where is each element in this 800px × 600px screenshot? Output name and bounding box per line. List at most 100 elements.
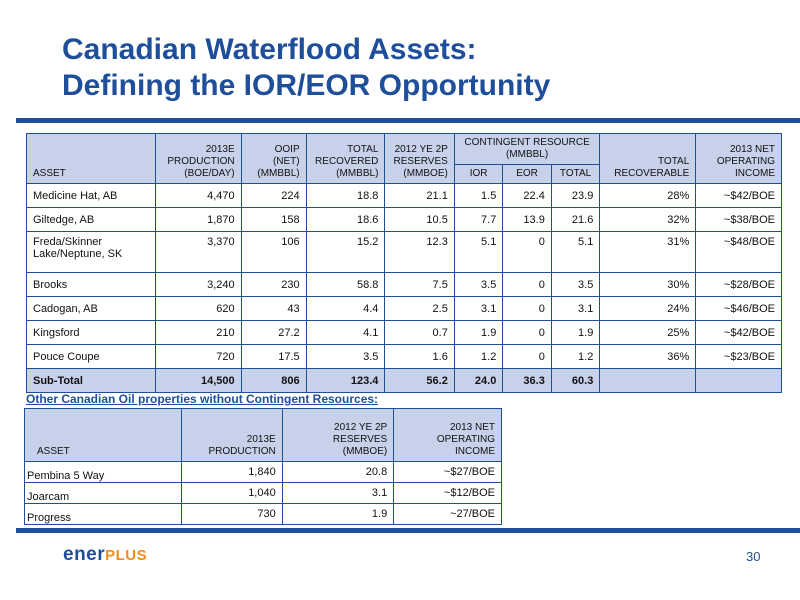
cell-reserves: 3.1 xyxy=(281,482,395,504)
col-header-asset: ASSET xyxy=(26,133,156,184)
cell-asset: Kingsford xyxy=(26,320,156,345)
other-properties-heading: Other Canadian Oil properties without Co… xyxy=(26,392,379,406)
page-number: 30 xyxy=(746,549,761,564)
cell-reserves: 20.8 xyxy=(281,461,395,483)
logo-text-ener: ener xyxy=(63,544,106,565)
col-header-ior: IOR xyxy=(453,164,504,184)
table-row: Pembina 5 Way 1,840 20.8 ~$27/BOE xyxy=(23,461,502,483)
cell-recovered: 15.2 xyxy=(305,231,386,273)
cell-recovered: 3.5 xyxy=(305,344,386,369)
cell-production: 720 xyxy=(154,344,242,369)
table-row: Medicine Hat, AB 4,470 224 18.8 21.1 1.5… xyxy=(26,183,782,208)
cell-recovered: 18.6 xyxy=(305,207,386,232)
cell-asset: Cadogan, AB xyxy=(26,296,156,321)
cell-asset: Progress xyxy=(23,503,183,525)
cell-eor: 0 xyxy=(502,320,552,345)
other-properties-table: ASSET 2013E PRODUCTION 2012 YE 2P RESERV… xyxy=(23,408,502,525)
cell-income: ~$28/BOE xyxy=(695,272,782,297)
cell-reserves: 2.5 xyxy=(384,296,455,321)
table-row: Pouce Coupe 720 17.5 3.5 1.6 1.2 0 1.2 3… xyxy=(26,344,782,369)
cell-eor: 22.4 xyxy=(502,183,552,208)
cell-ooip: 230 xyxy=(240,272,307,297)
col-header-eor: EOR xyxy=(502,164,552,184)
logo-text-plus: PLUS xyxy=(105,547,148,564)
table-row: Freda/Skinner Lake/Neptune, SK 3,370 106… xyxy=(26,231,782,273)
cell-recovered: 58.8 xyxy=(305,272,386,297)
cell-asset: Giltedge, AB xyxy=(26,207,156,232)
subtotal-row: Sub-Total 14,500 806 123.4 56.2 24.0 36.… xyxy=(26,368,782,393)
cell-ooip: 27.2 xyxy=(240,320,307,345)
cell-production: 14,500 xyxy=(154,368,242,393)
col-header-reserves: 2012 YE 2P RESERVES (MMBOE) xyxy=(384,133,455,184)
cell-income: ~$48/BOE xyxy=(695,231,782,273)
cell-recovered: 4.4 xyxy=(305,296,386,321)
col-header-production: 2013E PRODUCTION xyxy=(181,408,283,462)
col-header-total: TOTAL xyxy=(550,164,601,184)
title-line-1: Canadian Waterflood Assets: xyxy=(62,33,477,66)
bottom-divider xyxy=(16,528,800,533)
cell-reserves: 56.2 xyxy=(384,368,455,393)
cell-income: ~$42/BOE xyxy=(695,183,782,208)
col-header-asset: ASSET xyxy=(23,408,183,462)
cell-production: 210 xyxy=(154,320,242,345)
cell-recoverable: 31% xyxy=(599,231,697,273)
page-title: Canadian Waterflood Assets: Defining the… xyxy=(62,32,550,104)
cell-production: 4,470 xyxy=(154,183,242,208)
cell-income: ~$38/BOE xyxy=(695,207,782,232)
col-header-contingent-resource: CONTINGENT RESOURCE (MMBBL) xyxy=(453,133,601,165)
cell-production: 1,870 xyxy=(154,207,242,232)
cell-reserves: 10.5 xyxy=(384,207,455,232)
cell-total: 21.6 xyxy=(550,207,601,232)
cell-ior: 1.9 xyxy=(453,320,504,345)
cell-income: ~$42/BOE xyxy=(695,320,782,345)
table-row: Cadogan, AB 620 43 4.4 2.5 3.1 0 3.1 24%… xyxy=(26,296,782,321)
cell-production: 1,840 xyxy=(181,461,283,483)
cell-income: ~27/BOE xyxy=(393,503,502,525)
cell-asset: Sub-Total xyxy=(26,368,156,393)
cell-production: 730 xyxy=(181,503,283,525)
waterflood-assets-table: ASSET 2013E PRODUCTION (BOE/DAY) OOIP (N… xyxy=(26,133,782,393)
cell-total: 3.5 xyxy=(550,272,601,297)
cell-reserves: 21.1 xyxy=(384,183,455,208)
col-header-total-recovered: TOTAL RECOVERED (MMBBL) xyxy=(305,133,386,184)
cell-total: 3.1 xyxy=(550,296,601,321)
cell-ior: 3.1 xyxy=(453,296,504,321)
cell-reserves: 1.6 xyxy=(384,344,455,369)
enerplus-logo: enerPLUS xyxy=(63,544,147,566)
cell-ior: 7.7 xyxy=(453,207,504,232)
cell-eor: 0 xyxy=(502,344,552,369)
cell-ior: 1.2 xyxy=(453,344,504,369)
cell-reserves: 12.3 xyxy=(384,231,455,273)
cell-eor: 0 xyxy=(502,296,552,321)
cell-recoverable: 24% xyxy=(599,296,697,321)
cell-total: 5.1 xyxy=(550,231,601,273)
cell-eor: 0 xyxy=(502,231,552,273)
cell-asset: Pouce Coupe xyxy=(26,344,156,369)
table-row: Progress 730 1.9 ~27/BOE xyxy=(23,503,502,525)
col-header-net-operating-income: 2013 NET OPERATING INCOME xyxy=(695,133,782,184)
cell-asset: Pembina 5 Way xyxy=(23,461,183,483)
table-row: Brooks 3,240 230 58.8 7.5 3.5 0 3.5 30% … xyxy=(26,272,782,297)
cell-reserves: 0.7 xyxy=(384,320,455,345)
cell-income: ~$27/BOE xyxy=(393,461,502,483)
cell-eor: 0 xyxy=(502,272,552,297)
cell-ior: 3.5 xyxy=(453,272,504,297)
cell-recovered: 123.4 xyxy=(305,368,386,393)
cell-ior: 24.0 xyxy=(453,368,504,393)
cell-production: 1,040 xyxy=(181,482,283,504)
cell-ooip: 224 xyxy=(240,183,307,208)
cell-recoverable: 28% xyxy=(599,183,697,208)
cell-recoverable: 32% xyxy=(599,207,697,232)
cell-income: ~$12/BOE xyxy=(393,482,502,504)
cell-eor: 13.9 xyxy=(502,207,552,232)
cell-ooip: 158 xyxy=(240,207,307,232)
cell-recovered: 18.8 xyxy=(305,183,386,208)
col-header-reserves: 2012 YE 2P RESERVES (MMBOE) xyxy=(281,408,395,462)
top-divider xyxy=(16,118,800,123)
cell-total: 23.9 xyxy=(550,183,601,208)
cell-ooip: 106 xyxy=(240,231,307,273)
cell-ooip: 43 xyxy=(240,296,307,321)
cell-reserves: 1.9 xyxy=(281,503,395,525)
cell-recoverable xyxy=(599,368,697,393)
cell-production: 3,370 xyxy=(154,231,242,273)
